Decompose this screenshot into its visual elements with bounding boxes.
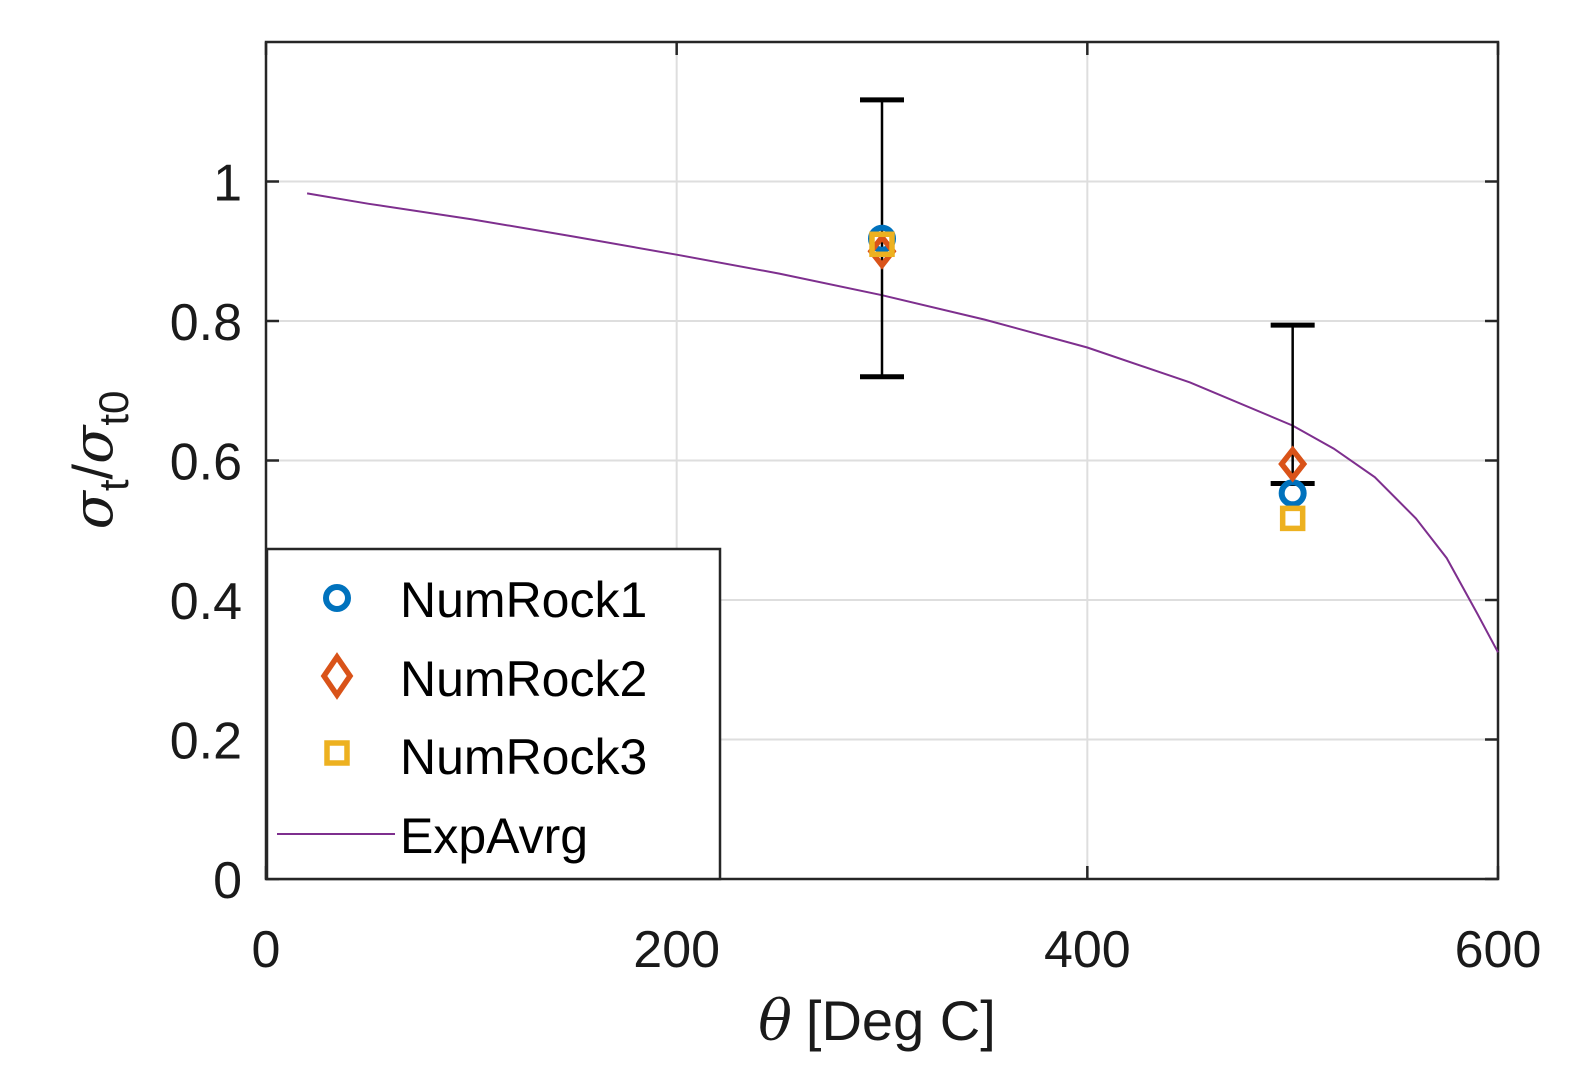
y-tick-label: 0.2 [170,713,242,771]
x-tick-label: 400 [1044,921,1131,979]
y-tick-label: 1 [213,155,242,213]
data-markers [867,224,1308,532]
y-tick-labels: 0 0.2 0.4 0.6 0.8 1 [170,155,242,911]
legend: NumRock1 NumRock2 NumRock3 ExpAvrg [265,547,722,881]
expavrg-curve [306,192,1499,653]
y-label-slash: / [61,463,124,479]
legend-marker-circle-icon [323,584,351,612]
x-tick-label: 200 [633,921,720,979]
legend-marker-diamond-icon [320,652,354,700]
x-tick-label: 600 [1455,921,1542,979]
legend-label-numrock2: NumRock2 [400,651,647,707]
x-axis-symbol: θ [758,989,792,1054]
numrock3-point [1279,505,1306,532]
legend-label-numrock3: NumRock3 [400,729,647,785]
y-axis-label: σt/σt0 [61,391,137,530]
y-tick-label: 0.8 [170,294,242,352]
y-tick-label: 0.6 [170,434,242,492]
numrock3-point [869,231,895,258]
y-label-sigma: σ [61,489,126,529]
y-tick-label: 0 [213,852,242,910]
x-axis-label: θ [Deg C] [758,989,996,1054]
legend-marker-square-icon [324,740,350,766]
legend-label-numrock1: NumRock1 [400,572,647,628]
y-label-sub-t0: t0 [90,391,137,426]
numrock2-point [1278,445,1308,483]
y-label-sigma-0: σ [61,424,126,464]
x-tick-label: 0 [252,921,281,979]
x-tick-labels: 0 200 400 600 [252,921,1542,979]
expavrg-curve-layer [306,192,1499,653]
x-axis-unit: [Deg C] [806,989,996,1052]
y-tick-label: 0.4 [170,573,242,631]
legend-label-expavrg: ExpAvrg [400,808,588,864]
y-label-sub-t: t [90,479,137,491]
